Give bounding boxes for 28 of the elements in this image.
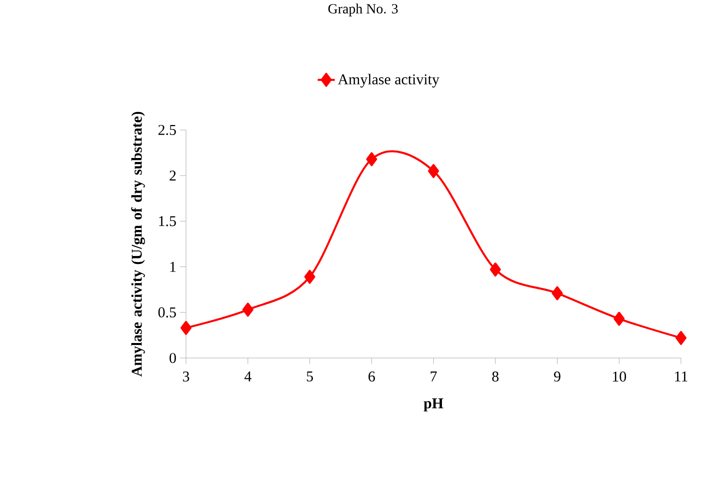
x-tick-label: 4 bbox=[244, 372, 252, 382]
y-tick-label: 0 bbox=[170, 352, 176, 364]
x-tick-label: 10 bbox=[612, 372, 626, 382]
chart-title: Graph No. 3 bbox=[328, 4, 398, 16]
x-tick-label: 7 bbox=[430, 372, 437, 382]
point bbox=[676, 330, 687, 345]
x-tick-label: 8 bbox=[492, 372, 499, 382]
y-tick-label: 2.5 bbox=[158, 124, 176, 136]
y-axis-title: Amylase activity (U/gm of dry substrate) bbox=[131, 112, 145, 377]
x-axis-title: pH bbox=[424, 398, 444, 412]
x-tick-label: 9 bbox=[554, 372, 560, 382]
point bbox=[180, 320, 192, 335]
y-tick-label: 0.5 bbox=[158, 307, 176, 318]
point bbox=[614, 312, 625, 326]
x-tick-label: 3 bbox=[182, 372, 190, 382]
point bbox=[490, 262, 501, 277]
point bbox=[552, 286, 563, 300]
point bbox=[242, 302, 254, 317]
point bbox=[366, 152, 378, 166]
y-tick-label: 1 bbox=[170, 262, 176, 272]
x-tick-label: 11 bbox=[675, 372, 688, 382]
y-tick-label: 1.5 bbox=[159, 216, 176, 226]
x-tick-label: 6 bbox=[368, 372, 375, 382]
legend-label: Amylase activity bbox=[338, 74, 440, 88]
y-tick-label: 2 bbox=[170, 170, 176, 181]
x-tick-label: 5 bbox=[306, 372, 313, 382]
point bbox=[428, 164, 440, 178]
point bbox=[304, 270, 316, 284]
